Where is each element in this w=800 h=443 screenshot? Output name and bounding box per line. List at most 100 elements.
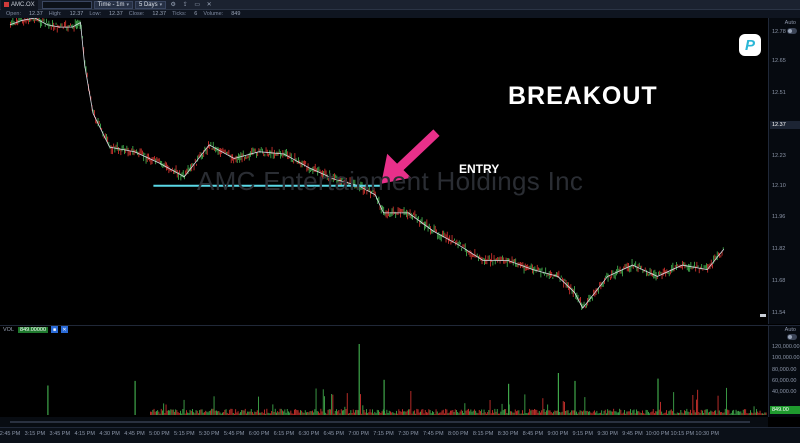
price-candle (152, 157, 154, 160)
price-tick-label: 12.78 (772, 28, 786, 35)
volume-bar (519, 413, 521, 415)
price-candle (206, 146, 208, 155)
price-candle (354, 179, 356, 189)
price-candle (148, 153, 149, 160)
volume-bar (698, 412, 700, 415)
volume-bar (699, 413, 701, 415)
price-auto-toggle[interactable] (787, 28, 797, 34)
price-candle (614, 271, 616, 280)
price-candle (382, 205, 383, 210)
price-candle (107, 136, 109, 143)
price-candle (244, 156, 245, 161)
symbol-selector[interactable]: AMC.OX (1, 0, 38, 10)
panel-resize-handle[interactable] (760, 314, 766, 317)
price-candle (644, 267, 646, 271)
time-tick-label: 9:30 PM (597, 431, 618, 437)
volume-tick-label: 60,000.00 (772, 377, 797, 384)
volume-axis[interactable]: Auto 120,000.00 100,000.00 80,000.00 60,000… (768, 325, 800, 417)
time-axis[interactable]: 2:45 PM 3:15 PM 3:45 PM 4:15 PM 4:30 PM 4:45 … (0, 427, 800, 443)
maximize-icon[interactable]: ▭ (194, 2, 200, 8)
volume-bar (313, 412, 315, 415)
price-candle (575, 293, 577, 299)
brand-logo: P (739, 34, 761, 56)
time-scrollbar[interactable] (0, 417, 768, 427)
volume-bar (516, 411, 517, 415)
price-candle (479, 254, 481, 260)
price-candle (168, 166, 170, 174)
time-tick-label: 4:15 PM (74, 431, 95, 437)
price-auto-button[interactable]: Auto (784, 20, 796, 26)
time-tick-label: 8:30 PM (497, 431, 519, 437)
price-candle (540, 268, 542, 278)
time-tick-label: 5:30 PM (198, 431, 220, 437)
price-candle (541, 267, 543, 271)
volume-close-icon[interactable]: ✕ (61, 326, 69, 333)
volume-bar (706, 409, 708, 415)
ohlc-readout: Open: 12.37 High: 12.37 Low: 12.37 Close: 12… (0, 10, 800, 18)
price-chart[interactable]: AMC Entertainment Holdings Inc BREAKOUT … (0, 18, 768, 324)
share-icon[interactable]: ⇪ (182, 2, 188, 8)
price-candle (386, 210, 388, 219)
volume-bar (709, 411, 711, 415)
volume-chart[interactable] (0, 325, 768, 417)
volume-bar (441, 410, 443, 415)
volume-bar (634, 413, 636, 415)
volume-bar (559, 412, 561, 415)
volume-bar (736, 411, 738, 415)
volume-bar (176, 410, 178, 415)
price-candle (259, 149, 261, 154)
price-candle (451, 235, 453, 244)
last-price-marker: 12.37 (770, 120, 800, 129)
price-candle (245, 155, 247, 160)
volume-bar (710, 410, 712, 415)
price-axis[interactable]: Auto 12.78 12.65 12.51 12.37 12.23 12.10 11.96… (768, 18, 800, 324)
time-scrollbar-thumb[interactable] (10, 421, 750, 423)
volume-bar (520, 413, 522, 415)
volume-bar (505, 409, 507, 415)
price-candle (436, 229, 437, 233)
price-candle (136, 149, 137, 154)
price-candle (55, 22, 57, 25)
chart-toolbar: AMC.OX Time - 1m ▾ 5 Days ▾ ⚙ ⇪ ▭ ✕ (0, 0, 800, 10)
volume-bar (632, 410, 634, 415)
volume-settings-icon[interactable]: ■ (51, 326, 59, 333)
volume-bar (164, 413, 166, 415)
price-candle (696, 261, 698, 268)
volume-bar (627, 411, 629, 415)
price-tick-label: 12.51 (772, 89, 786, 96)
price-candle (484, 258, 485, 265)
volume-bar (678, 412, 679, 415)
volume-bar (459, 411, 461, 415)
volume-bar (748, 413, 750, 415)
price-candle (270, 150, 272, 159)
range-label: 5 Days (138, 1, 158, 8)
volume-bar (554, 410, 556, 415)
price-candle (355, 185, 357, 189)
time-tick-label: 6:15 PM (273, 431, 295, 437)
price-candle (676, 262, 677, 270)
price-candle (114, 146, 116, 153)
price-candle (672, 262, 674, 272)
volume-bar (600, 412, 601, 415)
price-candle (140, 148, 142, 155)
range-dropdown[interactable]: 5 Days ▾ (134, 0, 167, 9)
price-candle (294, 153, 296, 161)
price-candle (256, 152, 257, 158)
close-icon[interactable]: ✕ (206, 2, 212, 8)
symbol-input[interactable] (41, 0, 92, 9)
price-candle (718, 252, 719, 256)
volume-auto-toggle[interactable] (787, 334, 797, 340)
price-candle (438, 232, 440, 239)
price-candle (334, 173, 335, 181)
timeframe-dropdown[interactable]: Time - 1m ▾ (93, 0, 133, 9)
price-candle (654, 269, 656, 279)
price-candle (113, 143, 115, 148)
volume-bar (235, 409, 237, 415)
price-candle (661, 272, 663, 280)
price-candle (642, 269, 644, 274)
settings-icon[interactable]: ⚙ (170, 2, 176, 8)
volume-auto-button[interactable]: Auto (784, 327, 796, 333)
price-candle (707, 264, 709, 273)
price-candle (719, 253, 721, 258)
volume-bar (381, 411, 383, 415)
